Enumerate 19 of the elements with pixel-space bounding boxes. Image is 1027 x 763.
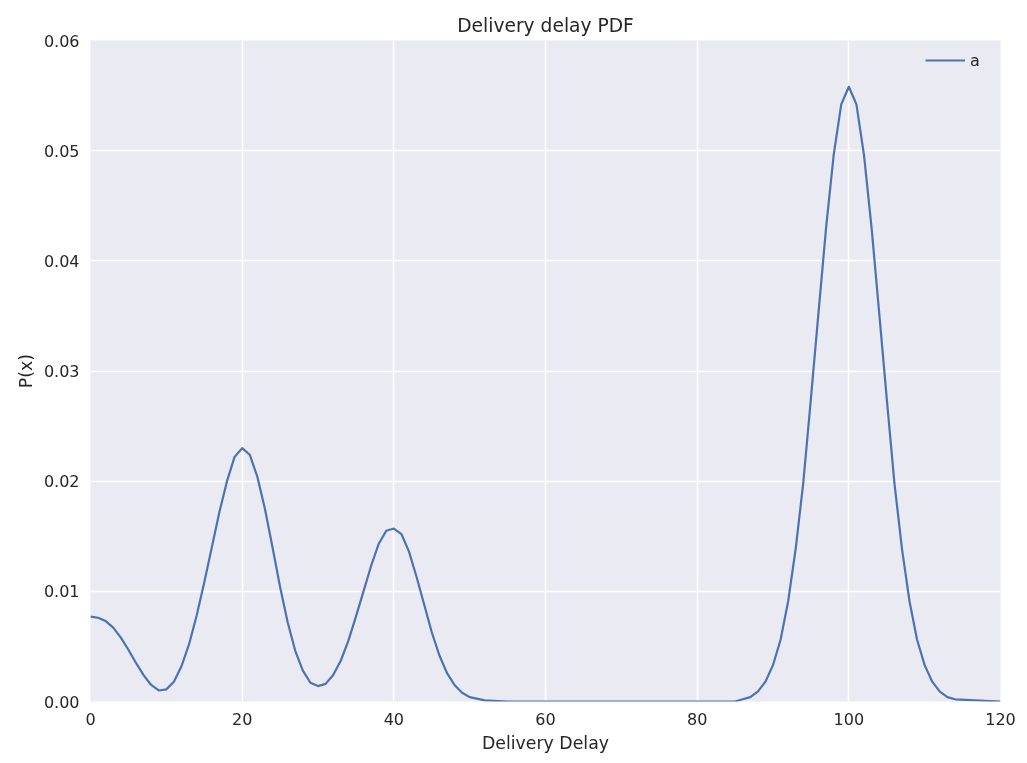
x-tick-label: 0 [85, 709, 96, 729]
y-tick-label: 0.01 [43, 582, 80, 602]
y-tick-label: 0.06 [43, 31, 80, 51]
x-axis-title: Delivery Delay [481, 732, 610, 753]
y-tick-label: 0.00 [43, 692, 80, 712]
x-tick-label: 60 [535, 709, 556, 729]
x-tick-label: 80 [686, 709, 708, 729]
legend-label: a [970, 50, 981, 70]
y-axis-title: P(x) [15, 353, 36, 389]
y-tick-label: 0.02 [43, 472, 80, 492]
y-tick-label: 0.05 [43, 141, 80, 161]
x-tick-label: 100 [833, 709, 865, 729]
y-tick-label: 0.03 [43, 362, 80, 381]
x-tick-label: 120 [985, 709, 1016, 729]
chart-title: Delivery delay PDF [457, 14, 634, 36]
y-tick-label: 0.04 [43, 251, 80, 271]
line-series [90, 85, 1001, 702]
x-tick-label: 40 [383, 709, 405, 729]
x-tick-label: 20 [231, 709, 253, 729]
